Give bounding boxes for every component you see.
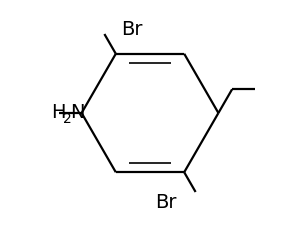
Text: H: H: [51, 103, 65, 122]
Text: N: N: [70, 103, 85, 122]
Text: 2: 2: [63, 111, 72, 125]
Text: Br: Br: [121, 20, 142, 39]
Text: Br: Br: [155, 192, 177, 212]
